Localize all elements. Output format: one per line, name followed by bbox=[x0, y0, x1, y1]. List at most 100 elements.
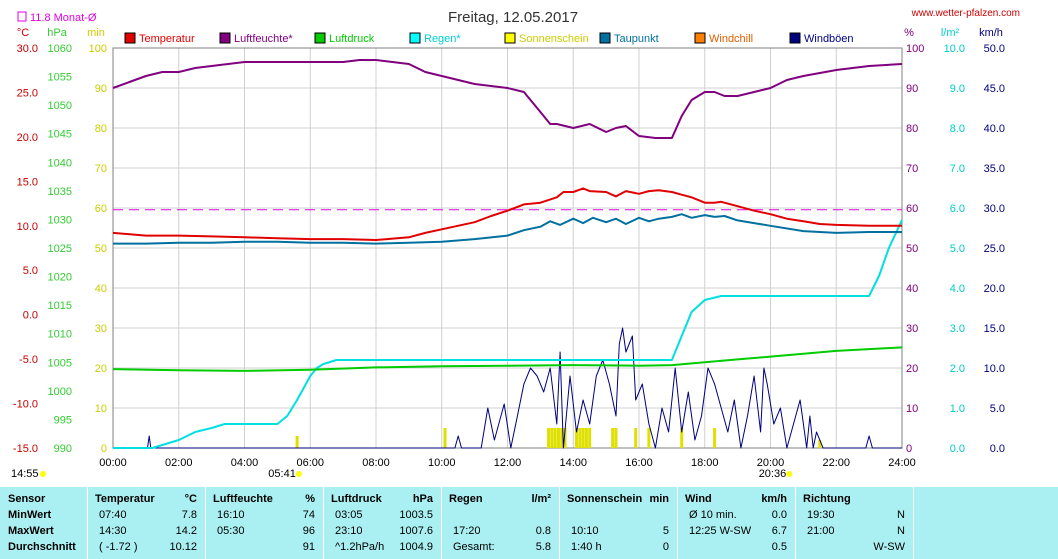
tick-time: 04:00 bbox=[231, 457, 259, 469]
tick-temp: 20.0 bbox=[17, 132, 38, 144]
tick-rain: 4.0 bbox=[950, 283, 965, 295]
stats-time: Ø 10 min. bbox=[689, 509, 737, 521]
tick-humidity: 50 bbox=[906, 243, 918, 255]
stats-value: 1007.6 bbox=[399, 525, 433, 537]
stats-value: 1004.9 bbox=[399, 541, 433, 553]
sunshine-bar bbox=[443, 428, 447, 448]
stats-time: 21:00 bbox=[807, 525, 835, 537]
tick-sun: 100 bbox=[89, 43, 107, 55]
tick-pressure: 1035 bbox=[48, 186, 72, 198]
tick-wind: 30.0 bbox=[984, 203, 1005, 215]
stats-column-divider bbox=[323, 487, 324, 559]
tick-time: 02:00 bbox=[165, 457, 193, 469]
chart-title: Freitag, 12.05.2017 bbox=[448, 9, 578, 26]
stats-row-label: Durchschnitt bbox=[8, 541, 76, 553]
stats-time: 19:30 bbox=[807, 509, 835, 521]
stats-table: Sensor Temperatur °C Luftfeuchte% Luftdruck h… bbox=[0, 487, 1058, 559]
tick-sun: 70 bbox=[95, 163, 107, 175]
tick-sun: 30 bbox=[95, 323, 107, 335]
tick-rain: 5.0 bbox=[950, 243, 965, 255]
stats-header: Regen bbox=[449, 493, 483, 505]
tick-pressure: 1045 bbox=[48, 129, 72, 141]
unit-rain: l/m² bbox=[941, 27, 960, 39]
now-icon bbox=[40, 471, 46, 477]
stats-header-unit: l/m² bbox=[531, 493, 551, 505]
legend-label-sun: Sonnenschein bbox=[519, 33, 589, 45]
tick-wind: 0.0 bbox=[990, 443, 1005, 455]
tick-humidity: 80 bbox=[906, 123, 918, 135]
sunset-icon bbox=[786, 471, 793, 477]
stats-value: 0 bbox=[662, 541, 669, 553]
tick-sun: 50 bbox=[95, 243, 107, 255]
tick-wind: 5.0 bbox=[990, 403, 1005, 415]
tick-time: 08:00 bbox=[362, 457, 390, 469]
tick-sun: 20 bbox=[95, 363, 107, 375]
tick-sun: 60 bbox=[95, 203, 107, 215]
sunshine-bar bbox=[680, 428, 684, 448]
tick-temp: 25.0 bbox=[17, 87, 38, 99]
sunrise-icon bbox=[295, 471, 302, 477]
tick-pressure: 1020 bbox=[48, 272, 72, 284]
tick-sun: 80 bbox=[95, 123, 107, 135]
tick-pressure: 1005 bbox=[48, 357, 72, 369]
legend-label-chill: Windchill bbox=[709, 33, 753, 45]
tick-sun: 10 bbox=[95, 403, 107, 415]
tick-wind: 50.0 bbox=[984, 43, 1005, 55]
tick-humidity: 10 bbox=[906, 403, 918, 415]
stats-column-divider bbox=[205, 487, 206, 559]
tick-wind: 35.0 bbox=[984, 163, 1005, 175]
tick-rain: 6.0 bbox=[950, 203, 965, 215]
stats-time: 03:05 bbox=[335, 509, 363, 521]
legend-label-hum: Luftfeuchte* bbox=[234, 33, 293, 45]
tick-temp: 15.0 bbox=[17, 176, 38, 188]
stats-value: 74 bbox=[302, 509, 315, 521]
sunshine-bar bbox=[818, 440, 822, 448]
tick-rain: 10.0 bbox=[944, 43, 965, 55]
tick-wind: 45.0 bbox=[984, 83, 1005, 95]
tick-time: 16:00 bbox=[625, 457, 653, 469]
stats-value: 0.8 bbox=[535, 525, 551, 537]
tick-time: 10:00 bbox=[428, 457, 456, 469]
sunshine-bar bbox=[556, 428, 560, 448]
series-taupunkt bbox=[113, 213, 902, 245]
tick-temp: -10.0 bbox=[13, 399, 38, 411]
tick-pressure: 1000 bbox=[48, 386, 72, 398]
stats-value: 0.0 bbox=[771, 509, 787, 521]
sunshine-bar bbox=[295, 436, 299, 448]
stats-column-divider bbox=[87, 487, 88, 559]
stats-time: 05:30 bbox=[217, 525, 245, 537]
tick-humidity: 90 bbox=[906, 83, 918, 95]
stats-time: 14:30 bbox=[99, 525, 127, 537]
stats-value: 14.2 bbox=[175, 525, 197, 537]
stats-column-divider bbox=[677, 487, 678, 559]
stats-value: 96 bbox=[302, 525, 315, 537]
stats-time: 1:40 h bbox=[571, 541, 602, 553]
tick-sun: 40 bbox=[95, 283, 107, 295]
stats-header: Wind bbox=[685, 493, 712, 505]
tick-pressure: 1055 bbox=[48, 72, 72, 84]
sunshine-bar bbox=[578, 428, 582, 448]
tick-wind: 25.0 bbox=[984, 243, 1005, 255]
stats-header: Sensor bbox=[8, 493, 46, 505]
legend-label-press: Luftdruck bbox=[329, 33, 375, 45]
tick-rain: 3.0 bbox=[950, 323, 965, 335]
tick-pressure: 1010 bbox=[48, 329, 72, 341]
tick-pressure: 995 bbox=[54, 414, 72, 426]
stats-time: 16:10 bbox=[217, 509, 245, 521]
tick-pressure: 1050 bbox=[48, 100, 72, 112]
legend-label-rain: Regen* bbox=[424, 33, 461, 45]
sunshine-bar bbox=[584, 428, 588, 448]
stats-header-unit: hPa bbox=[412, 493, 433, 505]
legend-label-temp: Temperatur bbox=[139, 33, 195, 45]
legend-label-dew: Taupunkt bbox=[614, 33, 659, 45]
stats-header-unit: min bbox=[649, 493, 669, 505]
tick-rain: 2.0 bbox=[950, 363, 965, 375]
stats-row-label: MinWert bbox=[8, 509, 52, 521]
tick-time: 18:00 bbox=[691, 457, 719, 469]
tick-humidity: 30 bbox=[906, 323, 918, 335]
sunshine-bar bbox=[588, 428, 592, 448]
tick-time: 22:00 bbox=[822, 457, 850, 469]
series-luftfeuchte bbox=[112, 59, 903, 139]
stats-time: 23:10 bbox=[335, 525, 363, 537]
stats-time: 17:20 bbox=[453, 525, 481, 537]
